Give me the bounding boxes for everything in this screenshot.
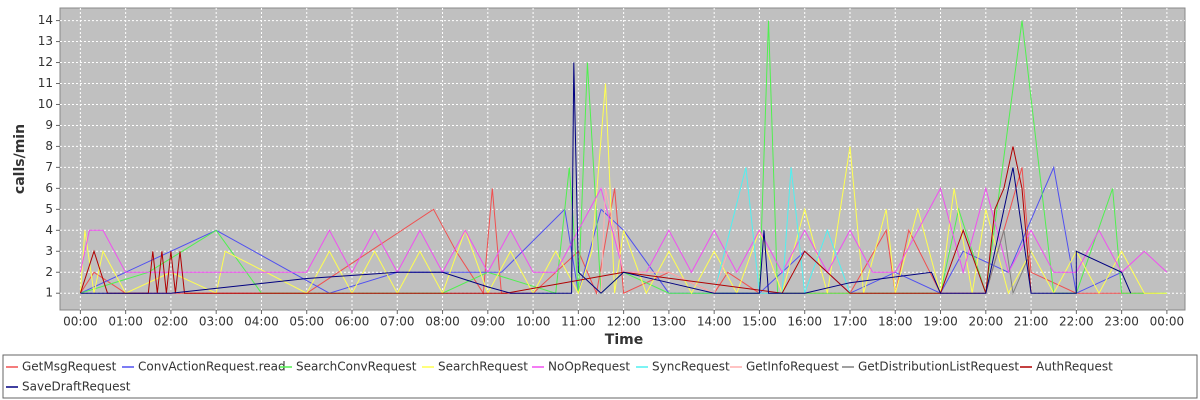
legend — [2, 354, 1198, 399]
legend-label: SearchRequest — [438, 360, 528, 374]
x-tick-label: 17:00 — [833, 315, 868, 329]
x-tick-label: 14:00 — [697, 315, 732, 329]
x-tick-label: 12:00 — [606, 315, 641, 329]
legend-label: AuthRequest — [1036, 360, 1113, 374]
legend-label: SyncRequest — [652, 360, 730, 374]
x-tick-label: 06:00 — [335, 315, 370, 329]
legend-label: SearchConvRequest — [296, 360, 417, 374]
plot-area — [59, 7, 1186, 311]
series-line — [600, 188, 729, 294]
x-tick-label: 02:00 — [154, 315, 189, 329]
y-tick-label: 2 — [45, 265, 53, 279]
x-tick-label: 01:00 — [108, 315, 143, 329]
x-tick-label: 03:00 — [199, 315, 234, 329]
series-line — [79, 83, 1167, 295]
x-tick-label: 00:00 — [63, 315, 98, 329]
x-tick-label: 09:00 — [471, 315, 506, 329]
legend-label: NoOpRequest — [548, 360, 630, 374]
y-tick-label: 8 — [45, 139, 53, 153]
series-line — [713, 167, 851, 294]
x-tick-label: 10:00 — [516, 315, 551, 329]
y-tick-label: 3 — [45, 244, 53, 258]
y-tick-label: 9 — [45, 118, 53, 132]
x-tick-label: 16:00 — [787, 315, 822, 329]
y-tick-label: 7 — [45, 160, 53, 174]
series-line — [79, 186, 1168, 275]
x-tick-label: 04:00 — [244, 315, 279, 329]
y-tick-label: 6 — [45, 181, 53, 195]
y-tick-label: 5 — [45, 202, 53, 216]
series-line — [80, 62, 1132, 294]
y-tick-label: 12 — [38, 55, 53, 69]
x-tick-label: 21:00 — [1014, 315, 1049, 329]
y-tick-label: 4 — [45, 223, 53, 237]
y-tick-label: 13 — [38, 34, 53, 48]
y-tick-label: 10 — [38, 97, 53, 111]
x-tick-label: 13:00 — [652, 315, 687, 329]
y-tick-label: 14 — [38, 13, 53, 27]
x-tick-label: 07:00 — [380, 315, 415, 329]
x-tick-label: 23:00 — [1104, 315, 1139, 329]
legend-label: GetDistributionListRequest — [858, 360, 1019, 374]
legend-label: SaveDraftRequest — [22, 380, 131, 394]
y-tick-label: 1 — [45, 286, 53, 300]
x-tick-label: 20:00 — [969, 315, 1004, 329]
legend-label: ConvActionRequest.read — [138, 360, 286, 374]
x-tick-label: 00:00 — [1150, 315, 1185, 329]
y-tick-label: 11 — [38, 76, 53, 90]
y-axis-label: calls/min — [12, 124, 28, 194]
legend-label: GetMsgRequest — [22, 360, 117, 374]
series-line — [985, 230, 1032, 296]
x-tick-label: 15:00 — [742, 315, 777, 329]
x-tick-label: 11:00 — [561, 315, 596, 329]
x-tick-label: 18:00 — [878, 315, 913, 329]
series-line — [79, 146, 1032, 294]
x-tick-label: 22:00 — [1059, 315, 1094, 329]
x-tick-label: 05:00 — [289, 315, 324, 329]
x-tick-label: 08:00 — [425, 315, 460, 329]
x-tick-label: 19:00 — [923, 315, 958, 329]
legend-label: GetInfoRequest — [746, 360, 839, 374]
x-axis-label: Time — [605, 332, 643, 348]
